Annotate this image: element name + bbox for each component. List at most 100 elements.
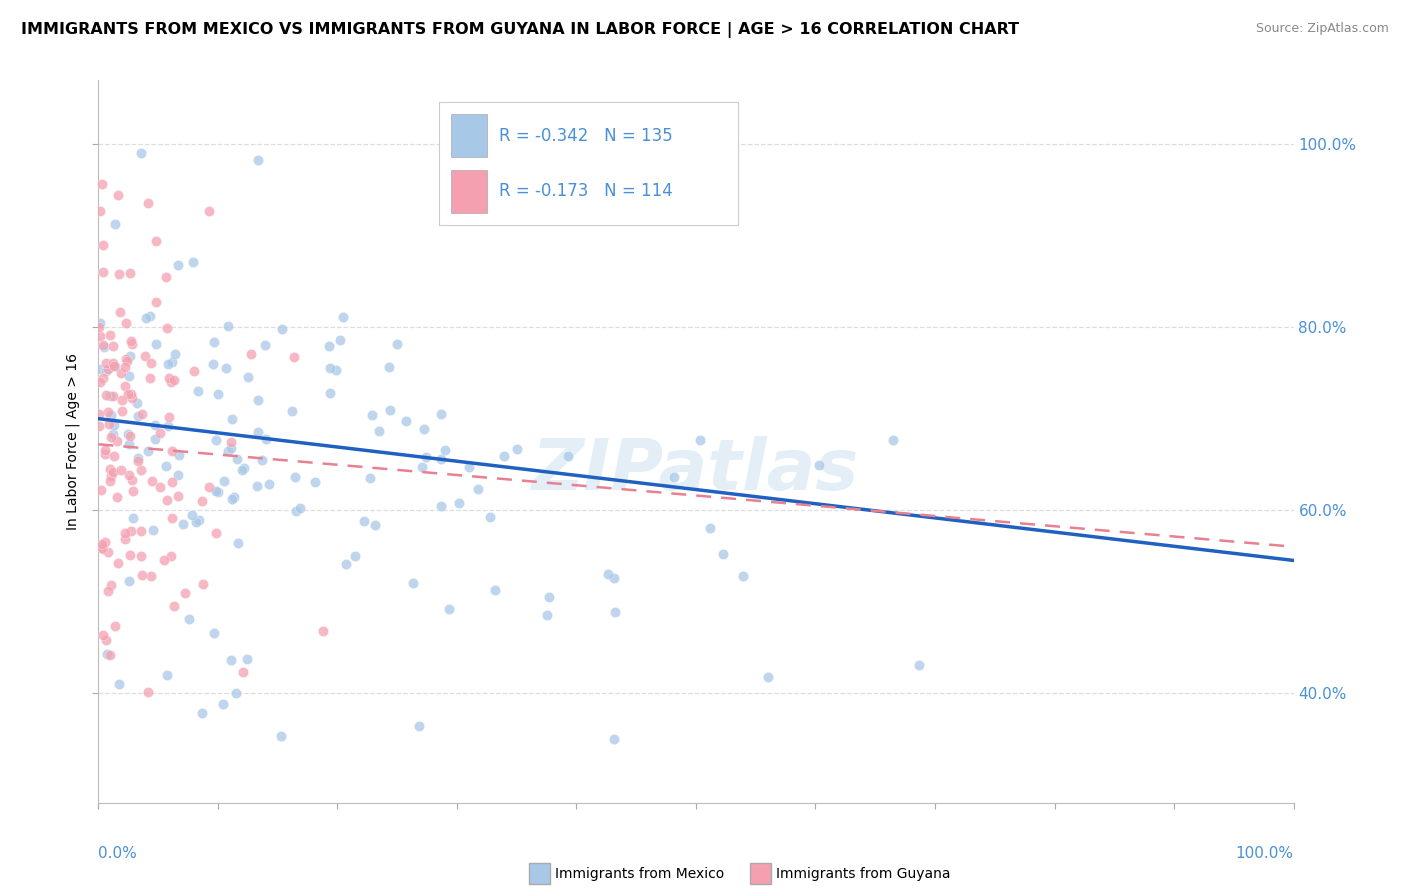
Bar bbox=[749, 863, 772, 884]
Point bbox=[136, 685, 159, 699]
Point bbox=[457, 459, 479, 474]
Point bbox=[129, 549, 152, 563]
Point bbox=[94, 442, 117, 457]
Point bbox=[90, 537, 112, 551]
Point bbox=[97, 544, 120, 558]
Point bbox=[596, 566, 619, 581]
Point bbox=[434, 443, 457, 458]
Point bbox=[90, 177, 112, 191]
Point bbox=[103, 359, 125, 374]
Point bbox=[156, 492, 179, 507]
Point bbox=[120, 387, 142, 401]
Point bbox=[98, 648, 121, 662]
Point bbox=[107, 187, 129, 202]
Point bbox=[378, 360, 401, 375]
Point bbox=[217, 318, 239, 333]
Point bbox=[129, 524, 152, 538]
Text: Source: ZipAtlas.com: Source: ZipAtlas.com bbox=[1256, 22, 1389, 36]
Point bbox=[165, 346, 187, 360]
Text: 100.0%: 100.0% bbox=[1236, 847, 1294, 861]
Point bbox=[163, 599, 186, 613]
Point bbox=[94, 388, 117, 402]
Point bbox=[181, 508, 204, 522]
Point bbox=[288, 501, 311, 516]
Point bbox=[219, 653, 242, 667]
Point bbox=[271, 322, 294, 336]
Point bbox=[87, 362, 110, 376]
Point bbox=[190, 493, 212, 508]
Point bbox=[87, 419, 110, 434]
Point bbox=[160, 354, 183, 368]
Point bbox=[98, 462, 121, 476]
Point bbox=[430, 500, 453, 514]
Point bbox=[121, 473, 143, 487]
Point bbox=[114, 359, 136, 374]
Point bbox=[699, 521, 721, 535]
Point bbox=[139, 309, 162, 323]
Point bbox=[222, 491, 245, 505]
Point bbox=[163, 373, 186, 387]
Point bbox=[664, 470, 686, 484]
Point bbox=[122, 484, 145, 499]
Point bbox=[121, 392, 143, 406]
Point bbox=[108, 676, 131, 690]
Point bbox=[127, 409, 149, 423]
Point bbox=[110, 366, 132, 380]
Point bbox=[131, 568, 153, 582]
Point bbox=[186, 515, 208, 529]
Point bbox=[145, 337, 167, 351]
Point bbox=[408, 719, 430, 733]
Point bbox=[367, 425, 389, 439]
Point bbox=[103, 218, 125, 232]
Point bbox=[603, 731, 626, 746]
Point bbox=[395, 414, 418, 428]
Point bbox=[160, 444, 183, 458]
Point bbox=[129, 145, 152, 160]
Point bbox=[94, 356, 117, 370]
Point bbox=[142, 523, 165, 537]
Point bbox=[211, 697, 233, 711]
Point bbox=[205, 433, 228, 447]
Text: Immigrants from Mexico: Immigrants from Mexico bbox=[555, 867, 724, 880]
Point bbox=[127, 450, 149, 465]
Y-axis label: In Labor Force | Age > 16: In Labor Force | Age > 16 bbox=[65, 353, 80, 530]
Point bbox=[247, 393, 270, 408]
Point bbox=[232, 461, 254, 475]
Point bbox=[118, 548, 141, 562]
Point bbox=[219, 435, 242, 450]
Point bbox=[215, 360, 238, 375]
Point bbox=[359, 471, 381, 485]
Point bbox=[111, 393, 134, 408]
Bar bbox=[529, 863, 550, 884]
Point bbox=[103, 449, 125, 463]
Point bbox=[89, 329, 111, 343]
Point bbox=[94, 447, 117, 461]
Text: 0.0%: 0.0% bbox=[98, 847, 138, 861]
Point bbox=[329, 334, 352, 348]
Point bbox=[152, 552, 174, 566]
Point bbox=[711, 547, 734, 561]
Point bbox=[360, 408, 382, 422]
Point bbox=[506, 442, 529, 456]
Point bbox=[193, 577, 215, 591]
Point bbox=[91, 238, 114, 252]
Point bbox=[908, 657, 931, 672]
Point bbox=[160, 511, 183, 525]
Point bbox=[94, 364, 117, 378]
Point bbox=[110, 463, 132, 477]
Point bbox=[198, 203, 221, 218]
Point bbox=[156, 668, 179, 682]
Point bbox=[187, 384, 209, 399]
Point bbox=[603, 571, 626, 585]
Point bbox=[207, 387, 229, 401]
Point bbox=[756, 670, 779, 684]
Point bbox=[413, 422, 436, 436]
Point bbox=[96, 647, 118, 661]
Point bbox=[364, 517, 387, 532]
Point bbox=[733, 569, 755, 583]
Point bbox=[136, 444, 159, 458]
Point bbox=[219, 441, 242, 455]
Point bbox=[270, 730, 292, 744]
Point bbox=[149, 425, 172, 440]
Point bbox=[447, 495, 470, 509]
